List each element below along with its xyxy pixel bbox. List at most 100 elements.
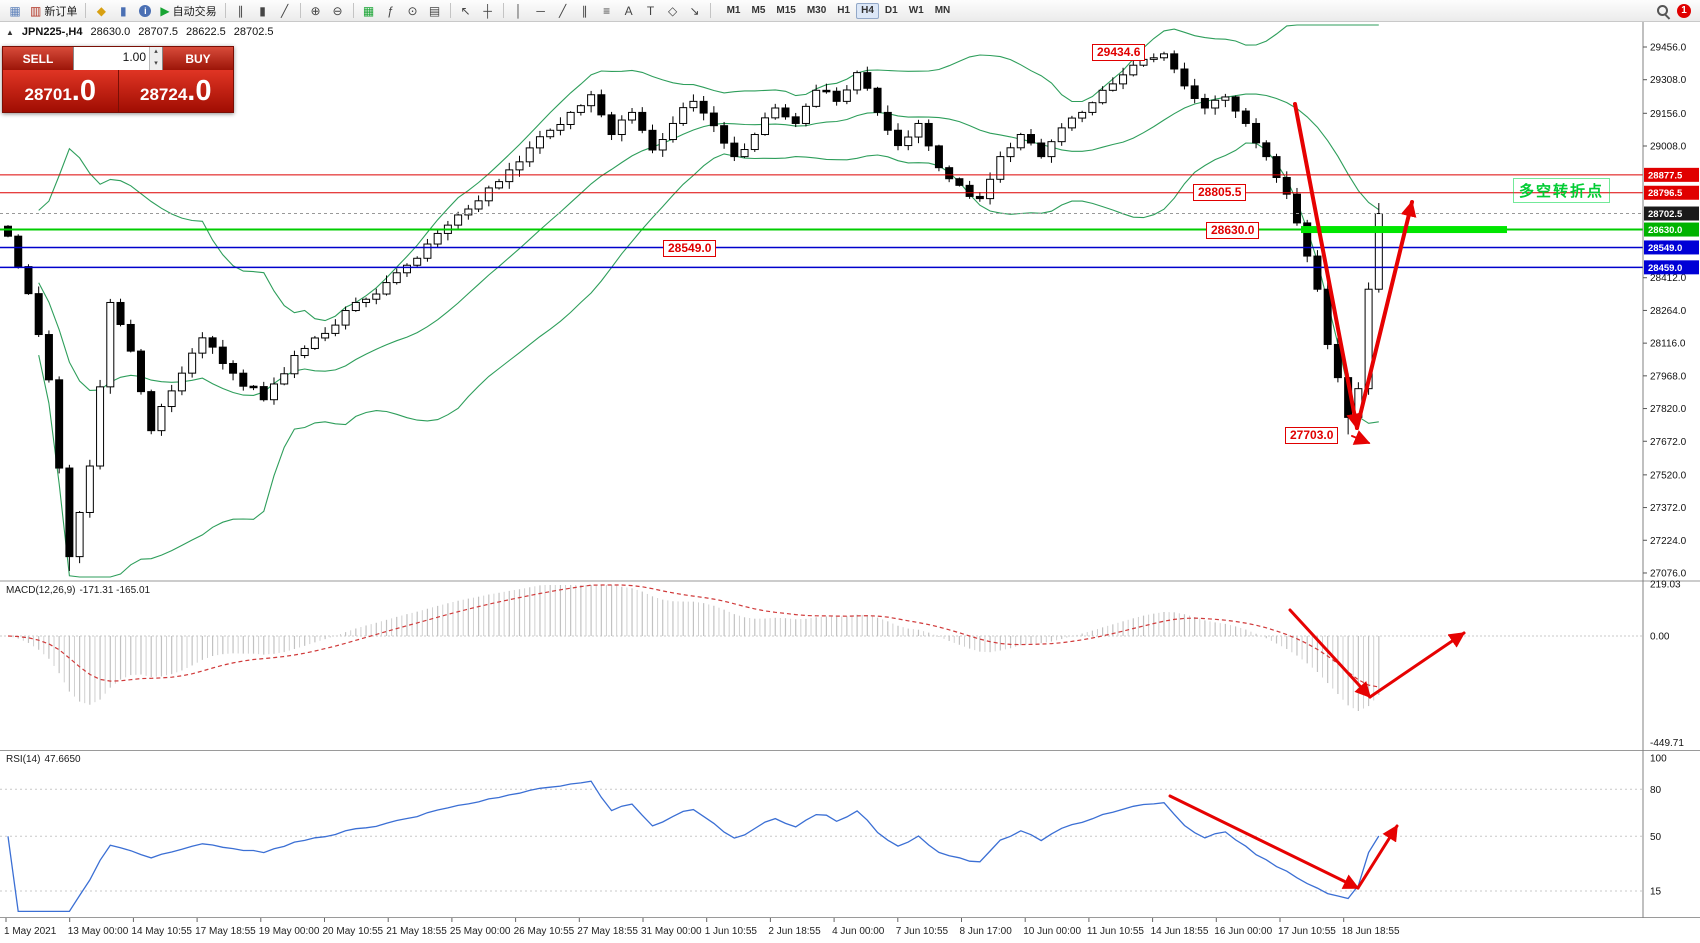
support-price-label[interactable]: 28549.0 — [663, 240, 717, 257]
buy-price[interactable]: 28724 .0 — [118, 70, 233, 112]
arrow-tool-icon[interactable]: ↘ — [685, 2, 705, 20]
market-watch-icon[interactable]: i — [135, 2, 155, 20]
trendline-icon[interactable]: ╱ — [553, 2, 573, 20]
autotrade-button[interactable]: ▶ 自动交易 — [157, 2, 219, 20]
text-icon[interactable]: A — [619, 2, 639, 20]
shapes-icon[interactable]: ◇ — [663, 2, 683, 20]
svg-text:27520.0: 27520.0 — [1650, 470, 1687, 481]
zoom-in-icon[interactable]: ⊕ — [306, 2, 326, 20]
svg-text:27372.0: 27372.0 — [1650, 503, 1687, 514]
profiles-icon[interactable]: ◆ — [91, 2, 111, 20]
rsi-value: 47.6650 — [44, 754, 81, 765]
toolbar-icons: ▦ ▥ 新订单 ◆ ▮ i ▶ 自动交易 ∥ ▮ ╱ ⊕ ⊖ ▦ ƒ ⊙ ▤ ↖ ┼ │ ─ ╱ ∥ ≡ A T ◇ ↘ — [5, 2, 714, 20]
cursor-icon[interactable]: ↖ — [456, 2, 476, 20]
pivot-price-label[interactable]: 28630.0 — [1206, 222, 1260, 239]
tile-windows-icon[interactable]: ▦ — [359, 2, 379, 20]
volume-stepper[interactable]: ▴ ▾ — [149, 47, 162, 70]
svg-text:0.00: 0.00 — [1650, 632, 1670, 643]
horizontal-line-icon[interactable]: ─ — [531, 2, 551, 20]
price-axis[interactable]: 29456.0 29308.0 29156.0 29008.0 28412.0 28264… — [1642, 22, 1687, 918]
stepper-down-icon[interactable]: ▾ — [150, 58, 162, 70]
text-icon-glyph: A — [624, 3, 633, 18]
sell-price-frac: .0 — [71, 75, 96, 107]
fibonacci-icon[interactable]: ≡ — [597, 2, 617, 20]
channel-icon[interactable]: ∥ — [575, 2, 595, 20]
toolbar-right: 1 — [1657, 3, 1695, 18]
ohlc-high: 28707.5 — [138, 26, 178, 38]
one-click-trading-panel: SELL 1.00 ▴ ▾ BUY 28701 .0 28724 .0 — [2, 46, 234, 113]
periods-icon[interactable]: ⊙ — [403, 2, 423, 20]
timeframe-h1[interactable]: H1 — [837, 5, 851, 16]
notification-badge[interactable]: 1 — [1677, 3, 1691, 18]
stepper-up-icon[interactable]: ▴ — [150, 47, 162, 59]
horizontal-lines[interactable] — [0, 174, 1643, 269]
volume-value[interactable]: 1.00 — [122, 50, 146, 64]
price-tags: 28877.5 28796.5 28702.5 28630.0 28549.0 28459… — [1644, 167, 1699, 275]
timeframe-h4[interactable]: H4 — [856, 2, 879, 19]
bollinger-bands — [38, 24, 1380, 578]
symbol-name: JPN225-,H4 — [21, 26, 83, 38]
timeframe-m1[interactable]: M1 — [726, 5, 741, 16]
timeframe-w1[interactable]: W1 — [908, 5, 924, 16]
svg-text:219.03: 219.03 — [1650, 580, 1681, 591]
time-axis[interactable]: 1 May 2021 13 May 00:00 14 May 10:55 17 May… — [4, 918, 1400, 937]
crosshair-icon[interactable]: ┼ — [478, 2, 498, 20]
line-chart-icon[interactable]: ╱ — [275, 2, 295, 20]
toolbar-separator — [449, 3, 451, 18]
rsi-label: RSI(14) 47.6650 — [6, 754, 81, 765]
buy-price-frac: .0 — [187, 75, 212, 107]
resistance-price-label[interactable]: 28805.5 — [1193, 184, 1247, 201]
sell-button[interactable]: SELL — [3, 47, 73, 70]
timeframe-m5[interactable]: M5 — [751, 5, 766, 16]
toolbar-separator — [224, 3, 226, 18]
peak-price-label[interactable]: 29434.6 — [1092, 44, 1146, 61]
svg-text:29308.0: 29308.0 — [1650, 75, 1687, 86]
timeframe-m30[interactable]: M30 — [806, 5, 827, 16]
sell-price[interactable]: 28701 .0 — [3, 70, 119, 112]
autotrade-button-glyph: ▶ — [160, 3, 170, 18]
svg-text:7 Jun 10:55: 7 Jun 10:55 — [896, 926, 949, 937]
svg-text:17 May 18:55: 17 May 18:55 — [195, 926, 256, 937]
svg-text:28549.0: 28549.0 — [1648, 243, 1682, 254]
label-icon[interactable]: T — [641, 2, 661, 20]
note-label[interactable]: 多空转折点 — [1513, 178, 1611, 203]
timeframe-mn[interactable]: MN — [934, 5, 951, 16]
shapes-icon-glyph: ◇ — [667, 3, 678, 18]
search-icon[interactable] — [1657, 4, 1669, 17]
volume-field[interactable]: 1.00 ▴ ▾ — [73, 47, 163, 70]
templates-icon[interactable]: ▤ — [425, 2, 445, 20]
timeframe-m15[interactable]: M15 — [776, 5, 796, 16]
svg-text:16 Jun 00:00: 16 Jun 00:00 — [1214, 926, 1272, 937]
svg-text:19 May 00:00: 19 May 00:00 — [259, 926, 320, 937]
chart-window-icon[interactable]: ▦ — [5, 2, 25, 20]
ohlc-low: 28622.5 — [186, 26, 226, 38]
svg-text:28630.0: 28630.0 — [1648, 225, 1682, 236]
ohlc-close: 28702.5 — [233, 26, 274, 38]
vertical-line-icon-glyph: │ — [514, 3, 523, 18]
svg-text:27076.0: 27076.0 — [1650, 568, 1687, 579]
svg-text:27820.0: 27820.0 — [1650, 404, 1687, 415]
new-order-button[interactable]: ▥ 新订单 — [27, 2, 80, 20]
svg-text:27672.0: 27672.0 — [1650, 437, 1687, 448]
svg-text:27 May 18:55: 27 May 18:55 — [577, 926, 638, 937]
svg-text:15: 15 — [1650, 887, 1662, 898]
macd-label: MACD(12,26,9) -171.31 -165.01 — [6, 585, 150, 596]
low-price-label[interactable]: 27703.0 — [1285, 427, 1339, 444]
candlestick-chart-icon[interactable]: ▮ — [253, 2, 273, 20]
buy-price-main: 28724 — [140, 85, 188, 104]
collapse-icon[interactable]: ▲ — [6, 27, 14, 37]
bar-chart-icon-glyph: ∥ — [237, 3, 244, 18]
drawn-arrows[interactable] — [1168, 102, 1466, 890]
charts-icon[interactable]: ▮ — [113, 2, 133, 20]
bar-chart-icon[interactable]: ∥ — [231, 2, 251, 20]
new-order-button-label: 新订单 — [44, 5, 78, 18]
svg-text:29008.0: 29008.0 — [1650, 142, 1687, 153]
buy-button[interactable]: BUY — [163, 47, 233, 70]
svg-text:20 May 10:55: 20 May 10:55 — [323, 926, 384, 937]
vertical-line-icon[interactable]: │ — [509, 2, 529, 20]
indicators-icon[interactable]: ƒ — [381, 2, 401, 20]
timeframe-d1[interactable]: D1 — [884, 5, 898, 16]
new-order-button-glyph: ▥ — [30, 3, 42, 18]
zoom-out-icon[interactable]: ⊖ — [328, 2, 348, 20]
